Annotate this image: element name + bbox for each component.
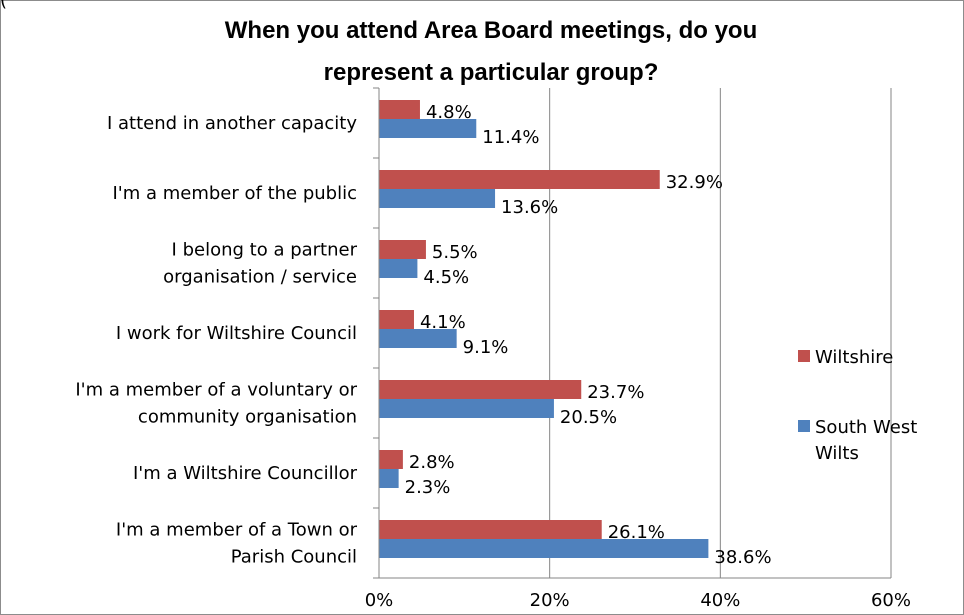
- partial-corner-text: (: [0, 0, 7, 11]
- bar-south-west-wilts: [379, 189, 496, 208]
- axes: [373, 87, 891, 579]
- data-label: 4.8%: [426, 102, 472, 123]
- category-label: Parish Council: [231, 547, 357, 568]
- bar-south-west-wilts: [379, 119, 477, 138]
- data-label: 32.9%: [666, 172, 723, 193]
- data-label: 26.1%: [608, 522, 665, 543]
- data-label: 2.3%: [405, 477, 451, 498]
- bars: 4.8% 11.4% 32.9% 13.6% 5.5% 4.5% 4.1% 9.1% 23.7%…: [379, 100, 772, 568]
- bar-south-west-wilts: [379, 329, 457, 348]
- chart-title-line: represent a particular group?: [324, 59, 659, 86]
- bar-wiltshire: [379, 520, 602, 539]
- bar-south-west-wilts: [379, 399, 554, 418]
- data-label: 38.6%: [714, 547, 771, 568]
- x-tick-label: 20%: [530, 590, 570, 611]
- gridlines: [549, 88, 892, 578]
- category-label: I'm a member of a voluntary or: [75, 380, 357, 401]
- legend-label: Wiltshire: [815, 347, 893, 368]
- data-label: 13.6%: [501, 197, 558, 218]
- chart-title-line: When you attend Area Board meetings, do …: [225, 17, 758, 44]
- legend-swatch: [798, 350, 810, 362]
- bar-south-west-wilts: [379, 259, 418, 278]
- x-tick-labels: 0% 20% 40% 60%: [365, 590, 911, 611]
- bar-wiltshire: [379, 380, 582, 399]
- bar-south-west-wilts: [379, 539, 709, 558]
- x-tick-label: 0%: [365, 590, 394, 611]
- category-label: I attend in another capacity: [107, 113, 357, 134]
- category-label: I belong to a partner: [172, 240, 358, 261]
- data-label: 11.4%: [482, 127, 539, 148]
- data-label: 20.5%: [560, 407, 617, 428]
- legend-label: South West: [815, 417, 917, 438]
- bar-wiltshire: [379, 240, 426, 259]
- x-tick-label: 60%: [871, 590, 911, 611]
- bar-wiltshire: [379, 100, 420, 119]
- data-label: 23.7%: [587, 382, 644, 403]
- bar-wiltshire: [379, 450, 403, 469]
- data-label: 4.5%: [423, 267, 469, 288]
- bar-wiltshire: [379, 170, 660, 189]
- bar-wiltshire: [379, 310, 414, 329]
- category-label: organisation / service: [163, 267, 357, 288]
- legend-swatch: [798, 420, 810, 432]
- bar-south-west-wilts: [379, 469, 399, 488]
- chart-title: When you attend Area Board meetings, do …: [225, 17, 758, 86]
- category-label: community organisation: [138, 407, 357, 428]
- data-label: 5.5%: [432, 242, 478, 263]
- legend-label: Wilts: [815, 443, 859, 464]
- data-label: 4.1%: [420, 312, 466, 333]
- legend: Wiltshire South West Wilts: [798, 347, 917, 464]
- category-label: I'm a member of the public: [112, 183, 357, 204]
- data-label: 9.1%: [463, 337, 509, 358]
- category-label: I'm a member of a Town or: [116, 520, 358, 541]
- x-tick-label: 40%: [700, 590, 740, 611]
- category-label: I work for Wiltshire Council: [116, 323, 357, 344]
- category-label: I'm a Wiltshire Councillor: [133, 463, 358, 484]
- data-label: 2.8%: [409, 452, 455, 473]
- category-labels: I attend in another capacity I'm a member…: [75, 113, 357, 568]
